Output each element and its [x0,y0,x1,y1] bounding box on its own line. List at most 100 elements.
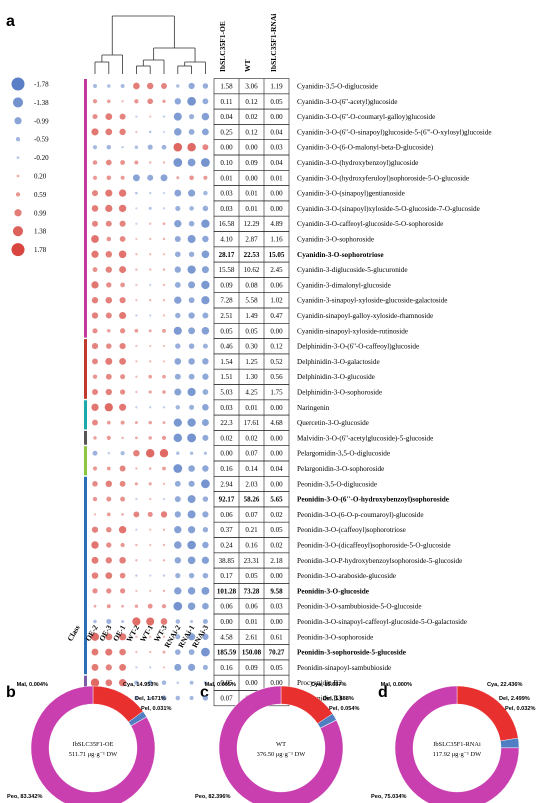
table-cell: 150.08 [242,649,262,657]
class-bar-pel [84,446,87,476]
bubble [106,175,112,181]
values-table: IbSLC35F1-OE WT IbSLC35F1-RNAi 1.58 3.06 1.19… [213,14,492,707]
table-cell: 4.58 [220,633,233,641]
table-cell: 1.75 [270,389,283,397]
bubble [162,390,166,394]
donut-label: Mal, 0.005% [205,682,236,688]
bubble [135,207,138,210]
compound-name: Peonidin-3-O-(6-O-p-coumaroyl)-glucoside [297,511,424,519]
bubble [149,237,152,241]
bubble [149,406,152,409]
table-cell: 70.27 [269,649,285,657]
bubble [161,695,167,701]
bubble [105,664,112,671]
bubble [149,161,152,164]
bubble [187,142,196,152]
bubble [134,604,139,608]
table-cell: 28.17 [219,251,235,259]
bubble [173,418,182,427]
bubble [149,497,152,501]
bubble [202,526,209,533]
table-cell: 101.28 [217,587,237,595]
bubble [162,191,166,195]
bubble [174,557,182,564]
bubble [105,373,112,380]
table-cell: 2.87 [245,236,258,244]
donut-slice-peo [394,685,520,803]
bubble [106,512,111,517]
bubble [173,142,183,152]
bubble [91,281,99,289]
bubble [201,296,210,305]
bubble [189,404,195,410]
bubble [92,145,98,150]
table-cell: 0.11 [221,98,233,106]
bubble [92,220,98,227]
bubble [92,481,98,487]
bubble [162,543,166,547]
compound-name: Cyanidin-3-O-caffeoyl-glucoside-5-O-soph… [297,220,443,228]
bubble [149,222,152,225]
bubble [105,128,113,136]
bubble [133,82,140,90]
bubble [149,589,152,593]
table-header: WT [243,59,252,72]
bubble [176,176,180,180]
bubble [203,175,208,180]
bubble [149,283,152,287]
bubble [174,663,182,671]
bubble [161,83,167,89]
table-cell: 0.52 [270,358,283,366]
bubble [162,283,166,287]
bubble [120,451,125,456]
table-cell: 0.05 [270,98,283,106]
bubble [91,297,99,304]
table-cell: 0.00 [270,480,283,488]
compound-name: Delphinidin-3-O-galactoside [297,358,380,366]
table-cell: 0.46 [220,343,233,351]
bubble [173,326,182,335]
compound-name: Cyanidin-3-O-(hydroxyferuloyl)sophorosid… [297,174,469,182]
bubble [147,511,153,517]
bubble [93,513,97,516]
bubble [175,343,181,349]
bubble [92,83,98,89]
compound-name: Peonidin-3-O-sinapoyl-caffeoyl-glucoside… [297,618,467,626]
bubble [162,574,166,577]
table-cell: 0.00 [270,190,283,198]
donut-label: Pel, 0.031% [141,706,172,712]
bubble [162,589,166,593]
bubble [202,98,209,105]
table-cell: 0.47 [270,312,283,320]
compound-name: Delphinidin-3-O-(6''-O-caffeoyl)glucosid… [297,343,419,351]
bubble [92,450,98,456]
bubble [105,204,113,212]
class-bar-nar [84,400,87,430]
compound-name: Peonidin-3,5-O-diglucoside [297,480,377,488]
bubble [118,250,127,259]
compound-name: Peonidin-3-sophoroside-5-glucoside [297,649,406,657]
table-cell: 0.00 [270,434,283,442]
bubble [202,144,209,151]
bubble [149,559,152,562]
bubble [92,419,98,426]
bubble [174,220,182,228]
table-cell: 0.12 [270,343,283,351]
bubble [174,128,182,136]
bubble [187,418,196,427]
bubble [119,357,127,365]
bubble [106,236,112,242]
column-labels: Class OE-2OE-3OE-1WT-2WT-1WT-3RNAi-2RNAi-… [65,623,210,649]
bubble [175,405,181,410]
bubble [148,374,152,379]
compound-name: Procyanidin B2 [297,679,342,687]
table-cell: 0.02 [245,113,258,121]
legend-label: -0.20 [34,154,49,162]
table-cell: 0.03 [220,205,233,213]
table-cell: 0.08 [245,281,258,289]
bubble [201,556,210,564]
bubble [161,144,167,150]
bubble [119,663,127,671]
bubble [201,586,210,595]
bubble [188,343,195,349]
